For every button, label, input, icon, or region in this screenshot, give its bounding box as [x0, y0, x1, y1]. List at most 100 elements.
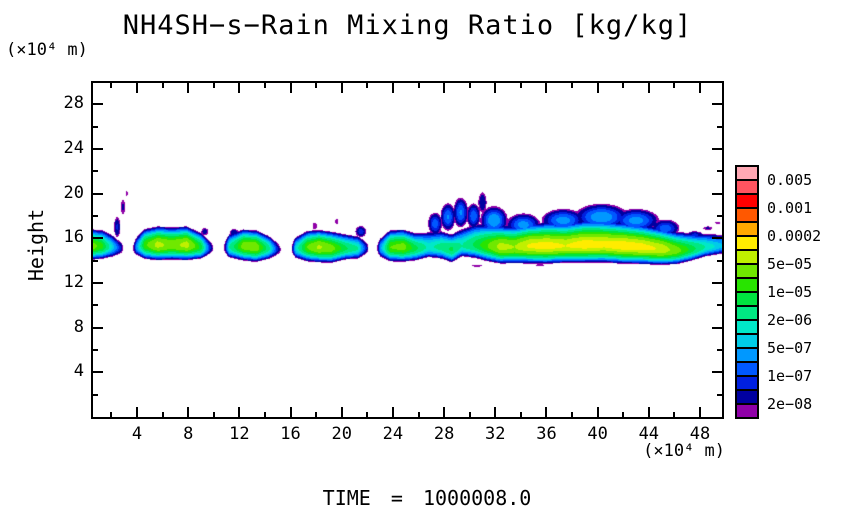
axis-tick	[648, 407, 650, 417]
axis-tick	[622, 83, 624, 88]
axis-tick	[93, 103, 103, 105]
colorbar-label: 1e−07	[767, 367, 813, 385]
axis-tick	[290, 83, 292, 93]
axis-tick	[597, 83, 599, 93]
axis-tick	[238, 407, 240, 417]
axis-tick	[93, 170, 98, 172]
axis-tick	[392, 83, 394, 93]
axis-tick	[712, 103, 722, 105]
axis-tick	[93, 282, 103, 284]
contour-field-canvas	[93, 83, 722, 417]
axis-tick	[341, 407, 343, 417]
axis-tick	[136, 407, 138, 417]
axis-tick	[315, 412, 317, 417]
y-tick-label: 8	[73, 316, 84, 337]
axis-tick	[366, 83, 368, 88]
x-tick-label: 20	[331, 424, 352, 444]
axis-tick	[93, 304, 98, 306]
colorbar-label: 2e−06	[767, 311, 813, 329]
axis-tick	[494, 83, 496, 93]
axis-tick	[717, 394, 722, 396]
colorbar-label: 2e−08	[767, 395, 813, 413]
axis-tick	[162, 83, 164, 88]
axis-tick	[597, 407, 599, 417]
axis-tick	[494, 407, 496, 417]
axis-tick	[699, 407, 701, 417]
axis-tick	[712, 282, 722, 284]
axis-tick	[571, 412, 573, 417]
y-tick-label: 12	[63, 271, 84, 292]
axis-tick	[341, 83, 343, 93]
axis-tick	[545, 407, 547, 417]
axis-tick	[717, 349, 722, 351]
colorbar-label: 0.0002	[767, 227, 822, 245]
axis-tick	[93, 327, 103, 329]
y-tick-label: 28	[63, 93, 84, 114]
x-tick-label: 16	[280, 424, 301, 444]
axis-tick	[712, 193, 722, 195]
axis-tick	[93, 349, 98, 351]
axis-tick	[93, 193, 103, 195]
axis-tick	[443, 83, 445, 93]
colorbar-label: 0.005	[767, 171, 813, 189]
x-tick-label: 36	[536, 424, 557, 444]
colorbar-label: 0.001	[767, 199, 813, 217]
axis-tick	[290, 407, 292, 417]
axis-tick	[699, 83, 701, 93]
colorbar-label: 5e−07	[767, 339, 813, 357]
axis-tick	[443, 407, 445, 417]
axis-tick	[648, 83, 650, 93]
axis-tick	[571, 83, 573, 88]
axis-tick	[93, 371, 103, 373]
axis-tick	[93, 126, 98, 128]
x-tick-label: 12	[229, 424, 250, 444]
axis-tick	[673, 83, 675, 88]
axis-tick	[110, 412, 112, 417]
axis-tick	[162, 412, 164, 417]
x-tick-label: 48	[689, 424, 711, 444]
axis-tick	[717, 304, 722, 306]
axis-tick	[213, 412, 215, 417]
axis-tick	[712, 371, 722, 373]
axis-tick	[418, 412, 420, 417]
x-tick-label: 24	[382, 424, 404, 444]
chart-title: NH4SH−s−Rain Mixing Ratio [kg/kg]	[122, 10, 693, 41]
axis-tick	[93, 215, 98, 217]
colorbar	[735, 165, 759, 419]
axis-tick	[712, 327, 722, 329]
x-tick-label: 32	[485, 424, 506, 444]
axis-tick	[93, 237, 103, 239]
y-tick-label: 4	[73, 361, 84, 382]
axis-tick	[110, 83, 112, 88]
axis-tick	[264, 412, 266, 417]
axis-tick	[264, 83, 266, 88]
axis-tick	[213, 83, 215, 88]
axis-tick	[238, 83, 240, 93]
axis-tick	[673, 412, 675, 417]
x-tick-label: 40	[587, 424, 608, 444]
x-axis-unit-label: (×10⁴ m)	[643, 441, 725, 461]
y-tick-label: 20	[63, 182, 84, 203]
axis-tick	[187, 83, 189, 93]
plot-frame	[91, 81, 724, 419]
axis-tick	[418, 83, 420, 88]
colorbar-swatch	[735, 403, 759, 419]
x-tick-label: 44	[638, 424, 660, 444]
axis-tick	[469, 83, 471, 88]
axis-tick	[366, 412, 368, 417]
x-tick-label: 4	[131, 424, 143, 444]
axis-tick	[93, 260, 98, 262]
axis-tick	[712, 148, 722, 150]
axis-tick	[545, 83, 547, 93]
x-tick-label: 28	[433, 424, 455, 444]
plot-area	[93, 83, 722, 417]
axis-tick	[717, 260, 722, 262]
axis-tick	[520, 83, 522, 88]
axis-tick	[93, 148, 103, 150]
axis-tick	[520, 412, 522, 417]
axis-tick	[469, 412, 471, 417]
x-tick-label: 8	[183, 424, 194, 444]
axis-tick	[712, 237, 722, 239]
y-tick-label: 16	[63, 227, 84, 248]
